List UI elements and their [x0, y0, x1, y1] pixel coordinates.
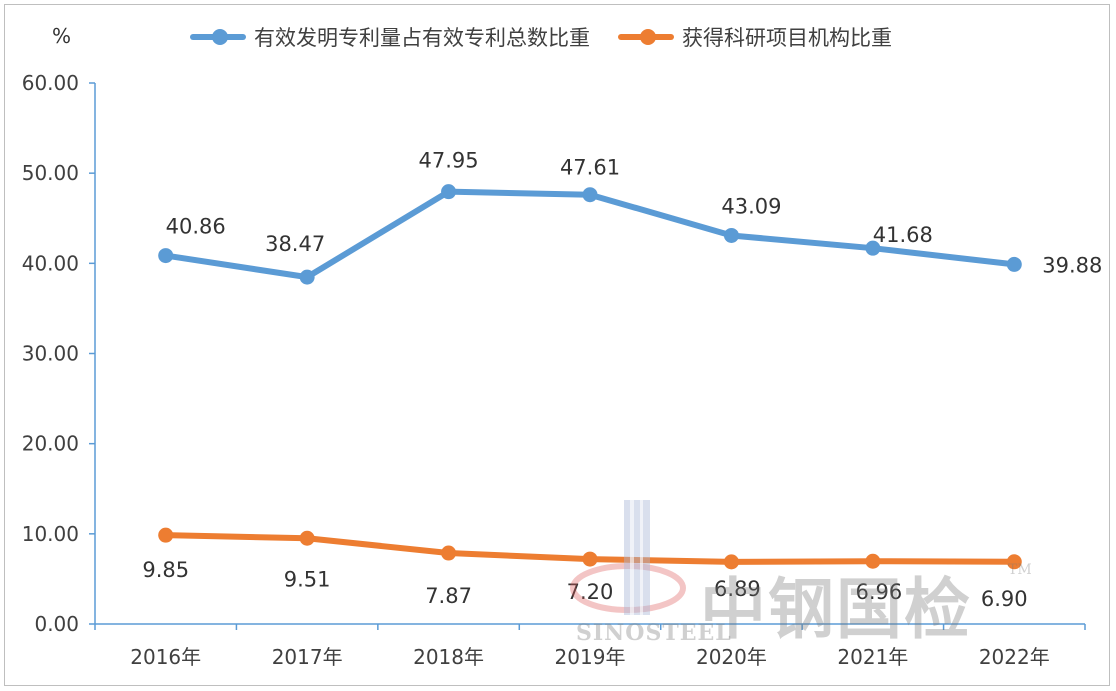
data-label: 6.89: [714, 577, 761, 601]
legend-swatch-blue: [190, 29, 246, 45]
watermark-tm: TM: [1008, 562, 1032, 578]
data-point: [1006, 256, 1022, 272]
data-label: 9.85: [142, 558, 189, 582]
data-point: [865, 553, 881, 569]
x-tick-label: 2016年: [130, 645, 201, 669]
data-point: [299, 530, 315, 546]
x-tick-label: 2019年: [555, 645, 626, 669]
y-tick-label: 10.00: [22, 522, 79, 546]
x-tick-label: 2018年: [413, 645, 484, 669]
data-label: 7.20: [567, 580, 614, 604]
data-label: 47.95: [419, 149, 479, 173]
data-label: 38.47: [265, 232, 325, 256]
data-point: [158, 527, 174, 543]
y-tick-label: 0.00: [34, 612, 79, 636]
y-tick-label: 50.00: [22, 161, 79, 185]
x-tick-label: 2020年: [696, 645, 767, 669]
watermark-name: 中钢国检: [700, 570, 972, 648]
data-label: 6.90: [981, 587, 1028, 611]
data-label: 41.68: [873, 223, 933, 247]
data-label: 9.51: [284, 567, 331, 591]
x-tick-label: 2021年: [837, 645, 908, 669]
data-point: [441, 184, 457, 200]
y-tick-label: 30.00: [22, 342, 79, 366]
data-label: 7.87: [425, 584, 472, 608]
data-label: 47.61: [560, 156, 620, 180]
data-label: 6.96: [855, 580, 902, 604]
y-tick-label: 20.00: [22, 432, 79, 456]
data-point: [441, 545, 457, 561]
legend-item-research-project: 获得科研项目机构比重: [618, 22, 892, 52]
data-point: [865, 240, 881, 256]
watermark-brand: SINOSTEEL: [576, 620, 732, 646]
x-tick-label: 2017年: [272, 645, 343, 669]
data-point: [158, 248, 174, 264]
x-tick-label: 2022年: [979, 645, 1050, 669]
y-unit-label: %: [52, 24, 72, 48]
data-point: [1006, 554, 1022, 570]
data-point: [299, 269, 315, 285]
chart-frame: [4, 4, 1110, 686]
legend-swatch-orange: [618, 29, 674, 45]
data-label: 43.09: [721, 194, 781, 218]
data-point: [582, 187, 598, 203]
y-tick-label: 60.00: [22, 71, 79, 95]
data-label: 40.86: [166, 215, 226, 239]
legend-item-invention-patent: 有效发明专利量占有效专利总数比重: [190, 22, 590, 52]
data-point: [582, 551, 598, 567]
legend: 有效发明专利量占有效专利总数比重 获得科研项目机构比重: [190, 22, 892, 52]
legend-label: 获得科研项目机构比重: [682, 26, 892, 50]
data-point: [723, 554, 739, 570]
data-label: 39.88: [1042, 253, 1102, 277]
data-point: [723, 227, 739, 243]
legend-label: 有效发明专利量占有效专利总数比重: [254, 26, 590, 50]
y-tick-label: 40.00: [22, 251, 79, 275]
